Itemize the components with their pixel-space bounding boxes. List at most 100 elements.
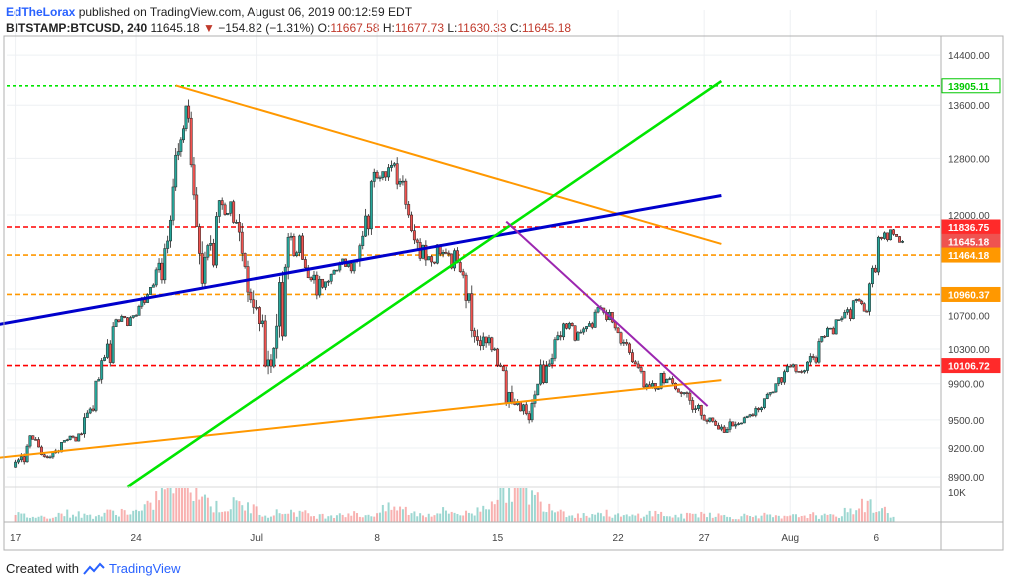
candle-body [476, 336, 479, 341]
volume-bar [608, 516, 611, 522]
volume-bar [619, 516, 622, 522]
price-label-text: 11836.75 [948, 223, 990, 234]
volume-bar [786, 516, 789, 522]
grid-layer [7, 10, 940, 522]
volume-bar [100, 516, 103, 522]
author-link[interactable]: EdTheLorax [6, 5, 76, 19]
volume-bar [361, 517, 364, 522]
volume-bar [206, 497, 209, 522]
volume-bar [181, 488, 184, 522]
volume-bar [86, 515, 89, 522]
price-tick-label: 9500.00 [948, 416, 985, 427]
volume-bar [820, 515, 823, 522]
time-axis[interactable]: 17 24 Jul 8 15 22 27 Aug 6 [10, 533, 879, 544]
candle-body [481, 336, 485, 347]
footer: Created with TradingView [6, 561, 181, 576]
volume-bar [364, 515, 367, 522]
candle-body [384, 171, 388, 178]
volume-bar [542, 511, 545, 522]
volume-bar [26, 517, 29, 522]
price-label-box [941, 247, 1001, 263]
volume-bar [40, 515, 43, 522]
volume-bar [539, 501, 542, 522]
volume-bar [209, 506, 212, 522]
candle-body [754, 408, 758, 416]
volume-bar [490, 501, 493, 522]
volume-bar [556, 511, 559, 522]
candle-body [473, 330, 477, 337]
volume-bar [708, 512, 711, 522]
volume-bar [875, 512, 878, 522]
price-label-text: 13905.11 [948, 82, 990, 93]
candle-body [714, 421, 718, 426]
tradingview-logo-icon [83, 562, 105, 575]
candle-body [392, 163, 396, 166]
volume-bar [376, 513, 379, 522]
candle-body [731, 421, 735, 427]
candle-body [444, 252, 448, 254]
volume-bar [344, 517, 347, 522]
candle-body [765, 393, 769, 399]
candle-body [292, 236, 296, 257]
tradingview-link[interactable]: TradingView [108, 561, 181, 576]
volume-bar [585, 515, 588, 522]
volume-bar [158, 500, 161, 522]
price-axis[interactable]: 14400.00 13600.00 12800.00 12000.00 10700.00… [948, 51, 990, 499]
candle-body [289, 236, 293, 238]
volume-bar [860, 498, 863, 522]
candle-body [461, 271, 465, 276]
candle-body [748, 414, 752, 417]
volume-bar [496, 499, 499, 522]
volume-bar [66, 509, 69, 522]
volume-bar [665, 516, 668, 522]
volume-bar [338, 513, 341, 522]
candle-body [828, 327, 832, 330]
volume-bar [117, 516, 120, 522]
candle-body [346, 263, 350, 267]
volume-bar [594, 514, 597, 522]
open-label: O: [317, 21, 331, 35]
candle-body [198, 226, 201, 254]
price-label-box [941, 78, 1001, 94]
volume-bar [439, 513, 442, 522]
volume-bar [674, 514, 677, 522]
low-value: 11630.33 [457, 21, 507, 35]
candle-body [111, 326, 115, 363]
volume-bar [226, 511, 229, 522]
trendline [126, 79, 723, 489]
candle-body [688, 392, 692, 401]
price-label-box [941, 286, 1001, 302]
volume-bar [356, 513, 359, 522]
candle-body [711, 417, 715, 422]
price-tick-label: 12800.00 [948, 154, 990, 165]
candle-body [851, 300, 855, 319]
volume-bar [89, 514, 92, 522]
candle-body [507, 392, 511, 404]
candle-body [553, 339, 557, 359]
volume-bar [77, 511, 80, 522]
volume-bar [588, 517, 591, 522]
candle-body [811, 356, 815, 358]
candle-body [149, 287, 152, 295]
volume-bar [20, 513, 23, 522]
volume-bar [301, 511, 304, 522]
volume-bar [780, 518, 783, 522]
volume-bar [792, 514, 795, 522]
volume-bar [453, 512, 456, 522]
volume-bar [278, 513, 281, 522]
candle-body [174, 154, 178, 188]
volume-bar [192, 501, 195, 522]
volume-bar [399, 506, 402, 522]
candle-body [865, 310, 869, 313]
volume-bar [407, 514, 410, 522]
trendline [0, 194, 722, 326]
candle-body [378, 177, 382, 179]
volume-bar [264, 515, 267, 522]
volume-bar [852, 514, 855, 522]
candle-body [83, 417, 86, 435]
candle-body [229, 201, 233, 214]
volume-bar [198, 499, 201, 522]
volume-bar [465, 510, 468, 522]
candle-body [176, 151, 180, 156]
